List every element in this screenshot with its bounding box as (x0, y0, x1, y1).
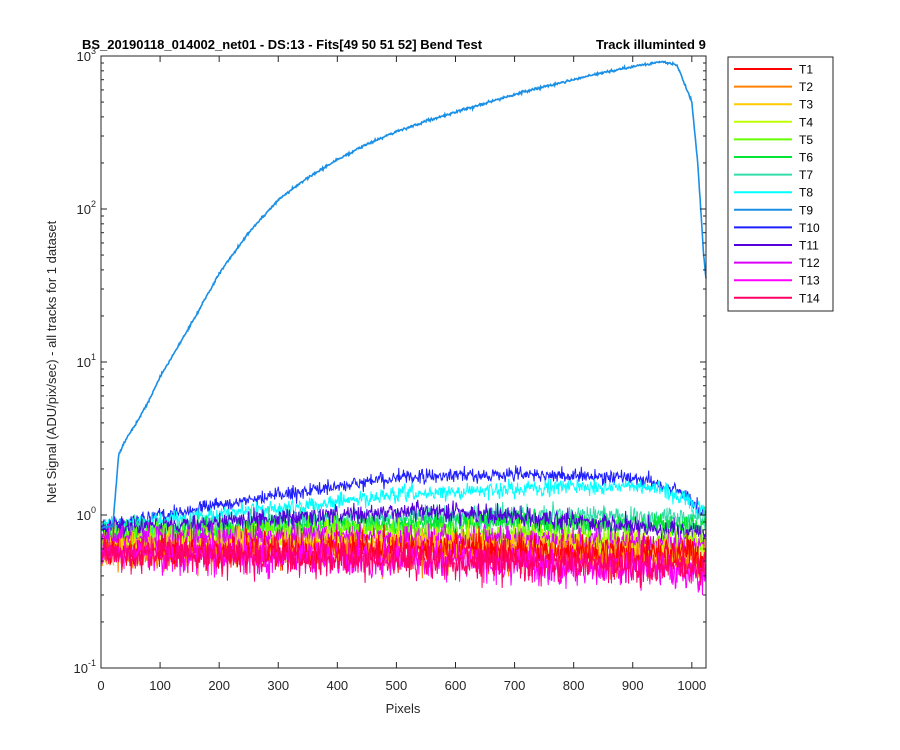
legend: T1 T2 T3 T4 T5 T6 T7 T8 T9 T10 T11 T12 T13 T14 (727, 56, 834, 312)
y-tick-label: 103 (77, 46, 96, 64)
legend-label-t2: T2 (799, 80, 813, 94)
y-tick-label: 100 (77, 505, 96, 523)
legend-label-t11: T11 (799, 239, 819, 253)
y-tick-label: 10-1 (74, 658, 96, 676)
series-line-t14 (100, 532, 707, 589)
chart-title-main: BS_20190118_014002_net01 - DS:13 - Fits[… (82, 37, 483, 52)
y-tick-exponent: -1 (88, 658, 96, 668)
y-axis-title: Net Signal (ADU/pix/sec) - all tracks fo… (44, 220, 59, 503)
series-layer (100, 60, 707, 596)
series-line-t10 (100, 465, 707, 533)
series-line-t9 (100, 60, 707, 530)
y-tick-label: 101 (77, 352, 96, 370)
legend-label-t7: T7 (799, 168, 813, 182)
x-tick-label: 700 (504, 678, 526, 693)
legend-box (727, 56, 834, 312)
x-axis-title: Pixels (386, 701, 421, 716)
plot-area-background (101, 56, 706, 668)
y-tick-exponent: 0 (91, 505, 96, 515)
y-tick-exponent: 3 (91, 46, 96, 56)
legend-label-t5: T5 (799, 133, 813, 147)
y-tick-base: 10 (74, 661, 88, 676)
legend-label-t4: T4 (799, 115, 813, 129)
chart-title-track: Track illuminted 9 (596, 37, 706, 52)
chart-title: BS_20190118_014002_net01 - DS:13 - Fits[… (82, 37, 706, 52)
y-tick-base: 10 (77, 355, 91, 370)
y-tick-label: 102 (77, 199, 96, 217)
legend-label-t8: T8 (799, 186, 813, 200)
legend-label-t6: T6 (799, 151, 813, 165)
x-tick-label: 1000 (677, 678, 706, 693)
x-tick-label: 900 (622, 678, 644, 693)
y-tick-base: 10 (77, 508, 91, 523)
x-axis: 0 100 200 300 400 500 600 700 800 900 1000 (97, 56, 706, 693)
legend-label-t12: T12 (799, 256, 820, 270)
x-tick-label: 200 (208, 678, 230, 693)
x-tick-label: 800 (563, 678, 585, 693)
legend-label-t1: T1 (799, 63, 813, 77)
legend-label-t14: T14 (799, 291, 820, 305)
x-tick-label: 500 (386, 678, 408, 693)
legend-label-t13: T13 (799, 274, 820, 288)
legend-label-t3: T3 (799, 98, 813, 112)
y-tick-exponent: 1 (91, 352, 96, 362)
y-tick-base: 10 (77, 49, 91, 64)
x-tick-label: 600 (445, 678, 467, 693)
y-tick-base: 10 (77, 202, 91, 217)
x-tick-label: 400 (326, 678, 348, 693)
x-tick-label: 300 (267, 678, 289, 693)
series-line-t11 (100, 499, 707, 546)
series-line-t8 (100, 478, 707, 534)
legend-label-t10: T10 (799, 221, 820, 235)
y-tick-exponent: 2 (91, 199, 96, 209)
x-tick-label: 100 (149, 678, 171, 693)
x-tick-label: 0 (97, 678, 104, 693)
legend-label-t9: T9 (799, 203, 813, 217)
